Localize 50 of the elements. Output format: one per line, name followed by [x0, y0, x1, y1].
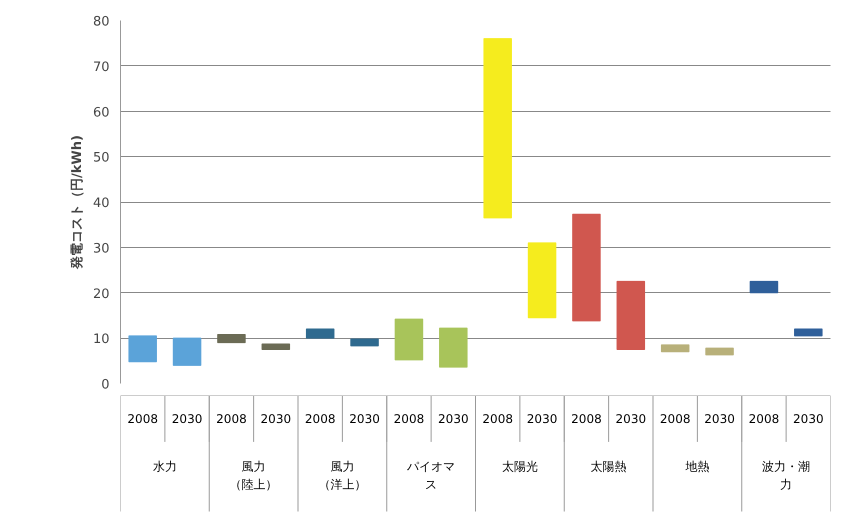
x-tick-label: 2008 — [127, 412, 158, 426]
bar — [616, 280, 646, 350]
y-tick-label: 20 — [92, 286, 110, 302]
x-tick-label: 2008 — [304, 412, 336, 426]
x-tick-label: 2030 — [526, 412, 558, 426]
x-tick-label: 2008 — [394, 412, 424, 426]
text: 水力 — [152, 459, 177, 474]
text: 風力（洋上） — [318, 459, 366, 492]
x-tick-label: 2030 — [438, 412, 469, 426]
bar — [350, 338, 379, 346]
y-tick-label: 50 — [92, 150, 110, 166]
text: 風力（陸上） — [230, 459, 278, 492]
x-tick-label: 2008 — [216, 412, 247, 426]
x-tick-label: 2030 — [349, 412, 380, 426]
text: 太陽熱 — [590, 459, 627, 474]
bar — [172, 338, 202, 366]
y-tick-label: 40 — [92, 196, 110, 211]
x-tick-label: 2008 — [571, 412, 602, 426]
y-tick-label: 10 — [92, 332, 110, 348]
x-tick-label: 2008 — [482, 412, 513, 426]
y-tick-label: 30 — [92, 241, 110, 256]
bar — [394, 318, 424, 360]
x-tick-label: 2030 — [616, 412, 646, 426]
bar — [660, 344, 690, 352]
y-tick-label: 0 — [101, 378, 110, 392]
text: 太陽光 — [502, 459, 538, 474]
y-axis-title: 発電コスト（円/kWh) — [70, 135, 85, 270]
x-tick-label: 2030 — [172, 412, 202, 426]
bar — [262, 344, 290, 350]
text: 地熱 — [684, 459, 710, 474]
bar — [705, 348, 734, 356]
y-tick-label: 80 — [92, 14, 110, 30]
bar — [306, 328, 334, 339]
text: 波力・潮力 — [762, 459, 810, 492]
y-tick-label: 70 — [92, 60, 110, 75]
bar — [483, 38, 512, 218]
bar — [528, 242, 556, 318]
x-tick-label: 2008 — [748, 412, 780, 426]
x-tick-label: 2030 — [704, 412, 735, 426]
x-tick-label: 2008 — [660, 412, 690, 426]
y-tick-label: 60 — [92, 105, 110, 120]
x-tick-label: 2030 — [793, 412, 824, 426]
bar — [794, 328, 823, 336]
x-tick-label: 2030 — [260, 412, 292, 426]
bar — [128, 335, 157, 362]
text: パイオマス — [406, 459, 456, 492]
bar — [217, 334, 246, 344]
bar — [439, 328, 468, 368]
bar — [572, 214, 601, 322]
bar — [750, 280, 778, 294]
